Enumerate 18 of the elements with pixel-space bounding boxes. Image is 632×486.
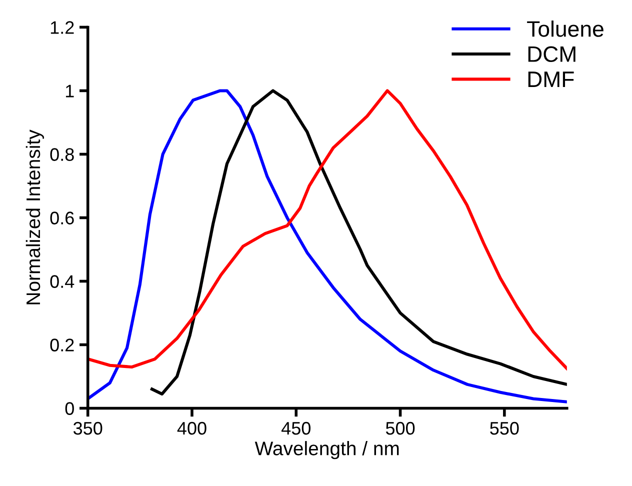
y-tick-label: 0.2 (50, 338, 74, 352)
x-tick-label: 550 (490, 422, 519, 435)
x-tick-label: 450 (281, 422, 310, 435)
y-tick-label: 0.8 (50, 148, 74, 161)
legend-label: Toluene (527, 20, 604, 37)
line-series (150, 89, 567, 396)
y-tick-label: 1 (66, 84, 74, 98)
y-tick-label: 0 (65, 402, 74, 415)
x-axis-title: Wavelength / nm (254, 441, 399, 460)
legend-label: DCM (528, 46, 576, 62)
y-axis-title: Normalized Intensity (26, 130, 44, 304)
y-tick-label: 0.6 (50, 212, 74, 224)
x-tick-label: 400 (177, 422, 206, 435)
x-tick-label: 500 (386, 422, 415, 435)
y-tick-label: 0.4 (50, 275, 74, 288)
legend-label: DMF (528, 72, 574, 87)
x-tick-label: 350 (73, 422, 102, 435)
y-tick-label: 1.2 (50, 21, 74, 34)
